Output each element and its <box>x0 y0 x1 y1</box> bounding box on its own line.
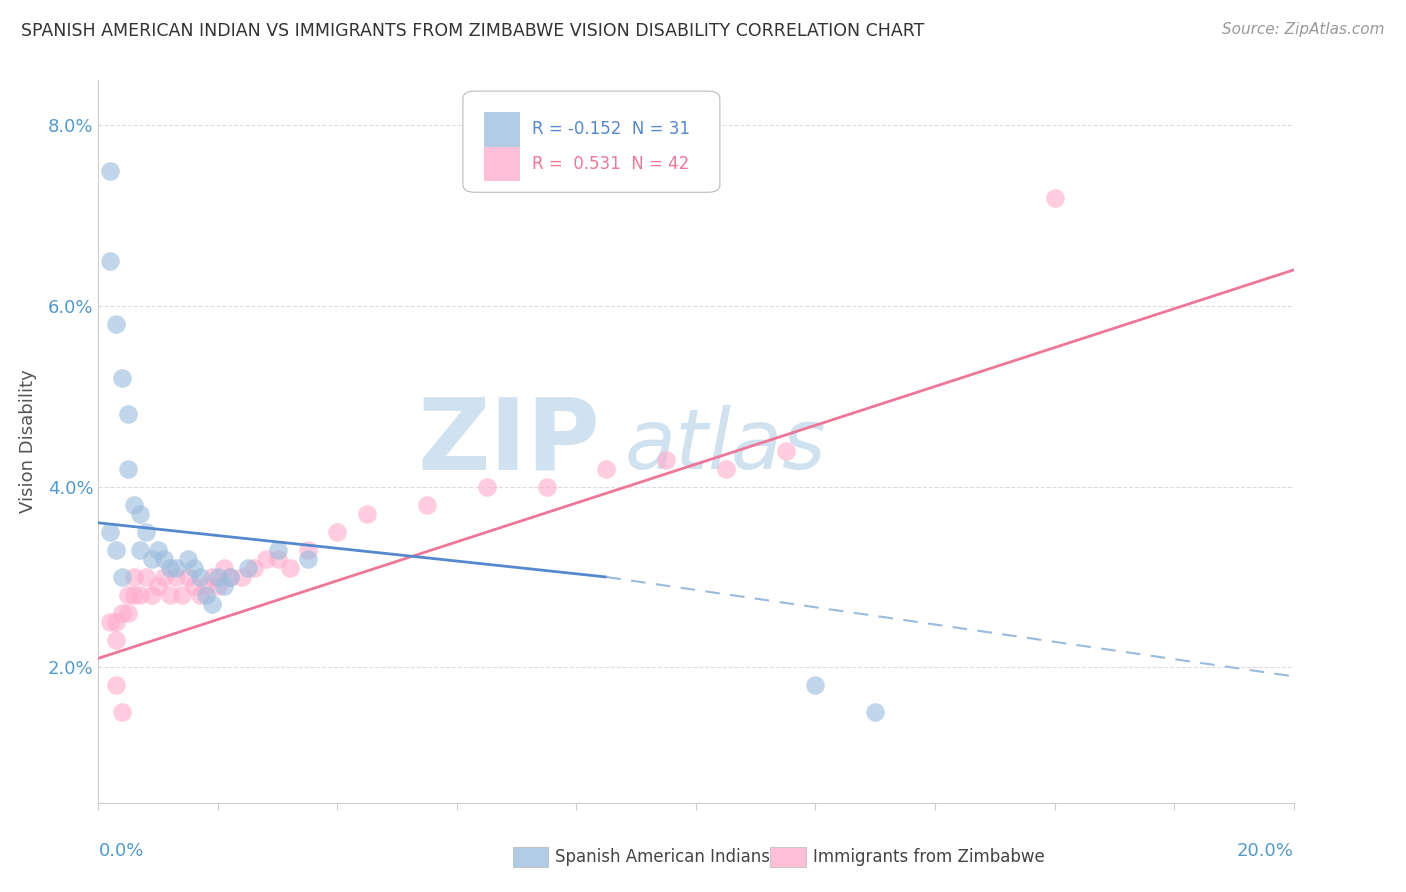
Point <box>165 561 187 575</box>
Point <box>117 461 139 475</box>
Point <box>188 588 211 602</box>
Point <box>153 552 176 566</box>
Point <box>201 570 224 584</box>
Point <box>536 480 558 494</box>
Point <box>111 606 134 620</box>
Point <box>188 570 211 584</box>
Point <box>105 317 128 331</box>
Point <box>1043 191 1066 205</box>
Point <box>105 678 128 692</box>
Point <box>207 579 229 593</box>
Point <box>129 542 152 557</box>
Point <box>165 570 187 584</box>
Point <box>141 588 163 602</box>
Point <box>129 507 152 521</box>
Point <box>183 579 205 593</box>
Point <box>195 579 218 593</box>
Text: 20.0%: 20.0% <box>1237 842 1294 860</box>
Text: ZIP: ZIP <box>418 393 600 490</box>
Point <box>98 163 122 178</box>
Point <box>243 561 266 575</box>
Point <box>98 615 122 630</box>
Point <box>183 561 205 575</box>
FancyBboxPatch shape <box>463 91 720 193</box>
Point <box>267 552 290 566</box>
Point <box>124 570 146 584</box>
Point <box>177 570 200 584</box>
Point <box>148 542 170 557</box>
Point <box>98 253 122 268</box>
Point <box>124 588 146 602</box>
Point <box>141 552 163 566</box>
Text: atlas: atlas <box>624 405 825 485</box>
Point <box>207 570 229 584</box>
Point <box>212 561 235 575</box>
Point <box>416 498 439 512</box>
Point <box>595 461 617 475</box>
Point <box>105 633 128 648</box>
Bar <box>485 112 520 147</box>
Point <box>172 588 194 602</box>
Point <box>278 561 301 575</box>
Point <box>117 606 139 620</box>
Point <box>236 561 259 575</box>
Point <box>219 570 242 584</box>
Text: R = -0.152  N = 31: R = -0.152 N = 31 <box>533 120 690 138</box>
Point <box>714 461 737 475</box>
Text: Spanish American Indians: Spanish American Indians <box>555 848 770 866</box>
Point <box>267 542 290 557</box>
Point <box>135 524 157 539</box>
Point <box>231 570 253 584</box>
Point <box>111 371 134 385</box>
Point <box>148 579 170 593</box>
Point <box>177 552 200 566</box>
Point <box>111 570 134 584</box>
Point <box>254 552 277 566</box>
Point <box>98 524 122 539</box>
Point <box>356 507 378 521</box>
Text: 0.0%: 0.0% <box>98 842 143 860</box>
Text: Immigrants from Zimbabwe: Immigrants from Zimbabwe <box>813 848 1045 866</box>
Point <box>105 542 128 557</box>
Point <box>111 706 134 720</box>
Text: SPANISH AMERICAN INDIAN VS IMMIGRANTS FROM ZIMBABWE VISION DISABILITY CORRELATIO: SPANISH AMERICAN INDIAN VS IMMIGRANTS FR… <box>21 22 925 40</box>
Point <box>219 570 242 584</box>
Point <box>117 588 139 602</box>
Point <box>117 408 139 422</box>
Point <box>865 706 887 720</box>
Point <box>135 570 157 584</box>
Point <box>212 579 235 593</box>
Point <box>129 588 152 602</box>
Point <box>297 552 319 566</box>
Point <box>804 678 827 692</box>
Point <box>775 443 797 458</box>
Point <box>124 498 146 512</box>
Point <box>105 615 128 630</box>
Point <box>201 597 224 611</box>
Y-axis label: Vision Disability: Vision Disability <box>18 369 37 514</box>
Point <box>475 480 498 494</box>
Point <box>159 561 181 575</box>
Text: Source: ZipAtlas.com: Source: ZipAtlas.com <box>1222 22 1385 37</box>
Point <box>153 570 176 584</box>
Point <box>326 524 349 539</box>
Point <box>297 542 319 557</box>
Bar <box>485 147 520 181</box>
Point <box>195 588 218 602</box>
Point <box>159 588 181 602</box>
Text: R =  0.531  N = 42: R = 0.531 N = 42 <box>533 155 689 173</box>
Point <box>655 452 678 467</box>
